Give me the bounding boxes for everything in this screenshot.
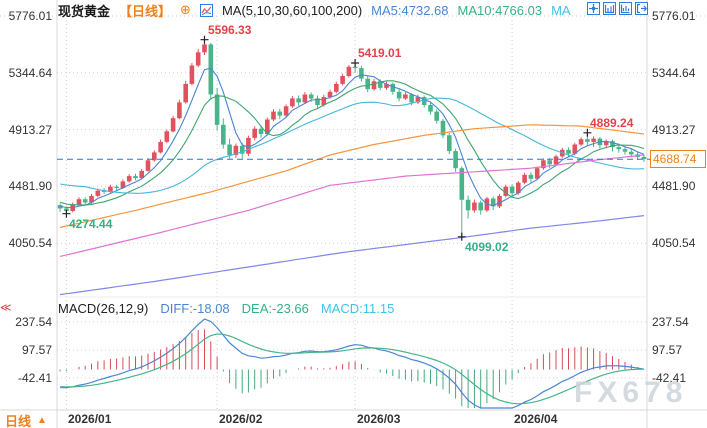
indicators-icon[interactable] [619,2,632,15]
macd-axis-label-right: 237.54 [652,315,689,329]
add-compare-icon[interactable]: ⊕ [180,2,191,17]
price-annotation: 5419.01 [358,46,402,60]
macd-lines [60,318,644,409]
ma30-value: MA [551,2,571,18]
watermark: FX678 [574,376,688,409]
y-axis-label-right: 4050.54 [652,236,696,250]
macd-axis-label-right: -42.41 [652,371,687,385]
macd-diff-value: DIFF:-18.08 [160,301,230,316]
x-axis-label: 2026/01 [68,412,112,426]
price-annotation: 4099.02 [465,240,509,254]
last-price-tag: 4688.74 [650,150,706,168]
y-axis-label-left: 4913.27 [8,123,52,137]
macd-axis-label-left: 97.57 [21,343,52,357]
extreme-markers [62,35,592,241]
price-annotation: 5596.33 [208,23,252,37]
chart-header: 现货黄金 【日线】 ⊕ MA(5,10,30,60,100,200) MA5:4… [58,2,571,19]
y-axis-label-left: 5776.01 [8,9,52,23]
macd-header: MACD(26,12,9) DIFF:-18.08 DEA:-23.66 MAC… [58,301,394,316]
x-axis-label: 2026/03 [357,412,401,426]
ma-overlays [59,67,645,296]
chart-plot-area[interactable] [57,14,647,410]
y-axis-label-right: 5776.01 [652,9,696,23]
ma5-value: MA5:4732.68 [371,2,449,18]
timeframe-selector[interactable]: 日线 ▲ [5,411,47,428]
macd-hist-value: MACD:11.15 [320,301,395,316]
y-axis-label-right: 5344.64 [652,66,696,80]
timeframe-label[interactable]: 【日线】 [119,3,172,19]
x-axis-label: 2026/02 [219,412,263,426]
macd-histogram [59,329,645,408]
price-annotation: 4889.24 [590,116,634,130]
y-axis-label-left: 4481.90 [8,179,52,193]
y-axis-label-left: 4050.54 [8,236,52,250]
macd-axis-label-left: 237.54 [15,315,52,329]
macd-dea-value: DEA:-23.66 [241,301,309,316]
drawing-tools-icon[interactable] [603,2,616,15]
macd-settings-label: MACD(26,12,9) [58,301,149,316]
ma-settings-label: MA(5,10,30,60,100,200) [221,2,363,18]
symbol-name[interactable]: 现货黄金 [58,3,111,19]
chart-toolbar [587,2,648,15]
y-axis-label-right: 4481.90 [652,179,696,193]
macd-axis-label-left: -42.41 [17,371,52,385]
y-axis-label-left: 5344.64 [8,66,52,80]
kline-type-icon[interactable] [199,3,213,17]
macd-axis-label-right: 97.57 [652,343,683,357]
candlestick-series [57,39,647,237]
x-axis-label: 2026/04 [514,412,558,426]
dropdown-up-icon: ▲ [37,415,47,426]
panel-resize-icon[interactable]: ≪ [0,302,12,314]
expand-icon[interactable] [635,2,648,15]
ma10-value: MA10:4766.03 [457,2,543,18]
price-annotation: 4274.44 [69,217,113,231]
y-axis-label-right: 4913.27 [652,123,696,137]
footer-timeframe-label: 日线 [5,414,32,428]
crosshair-icon[interactable] [587,2,600,15]
